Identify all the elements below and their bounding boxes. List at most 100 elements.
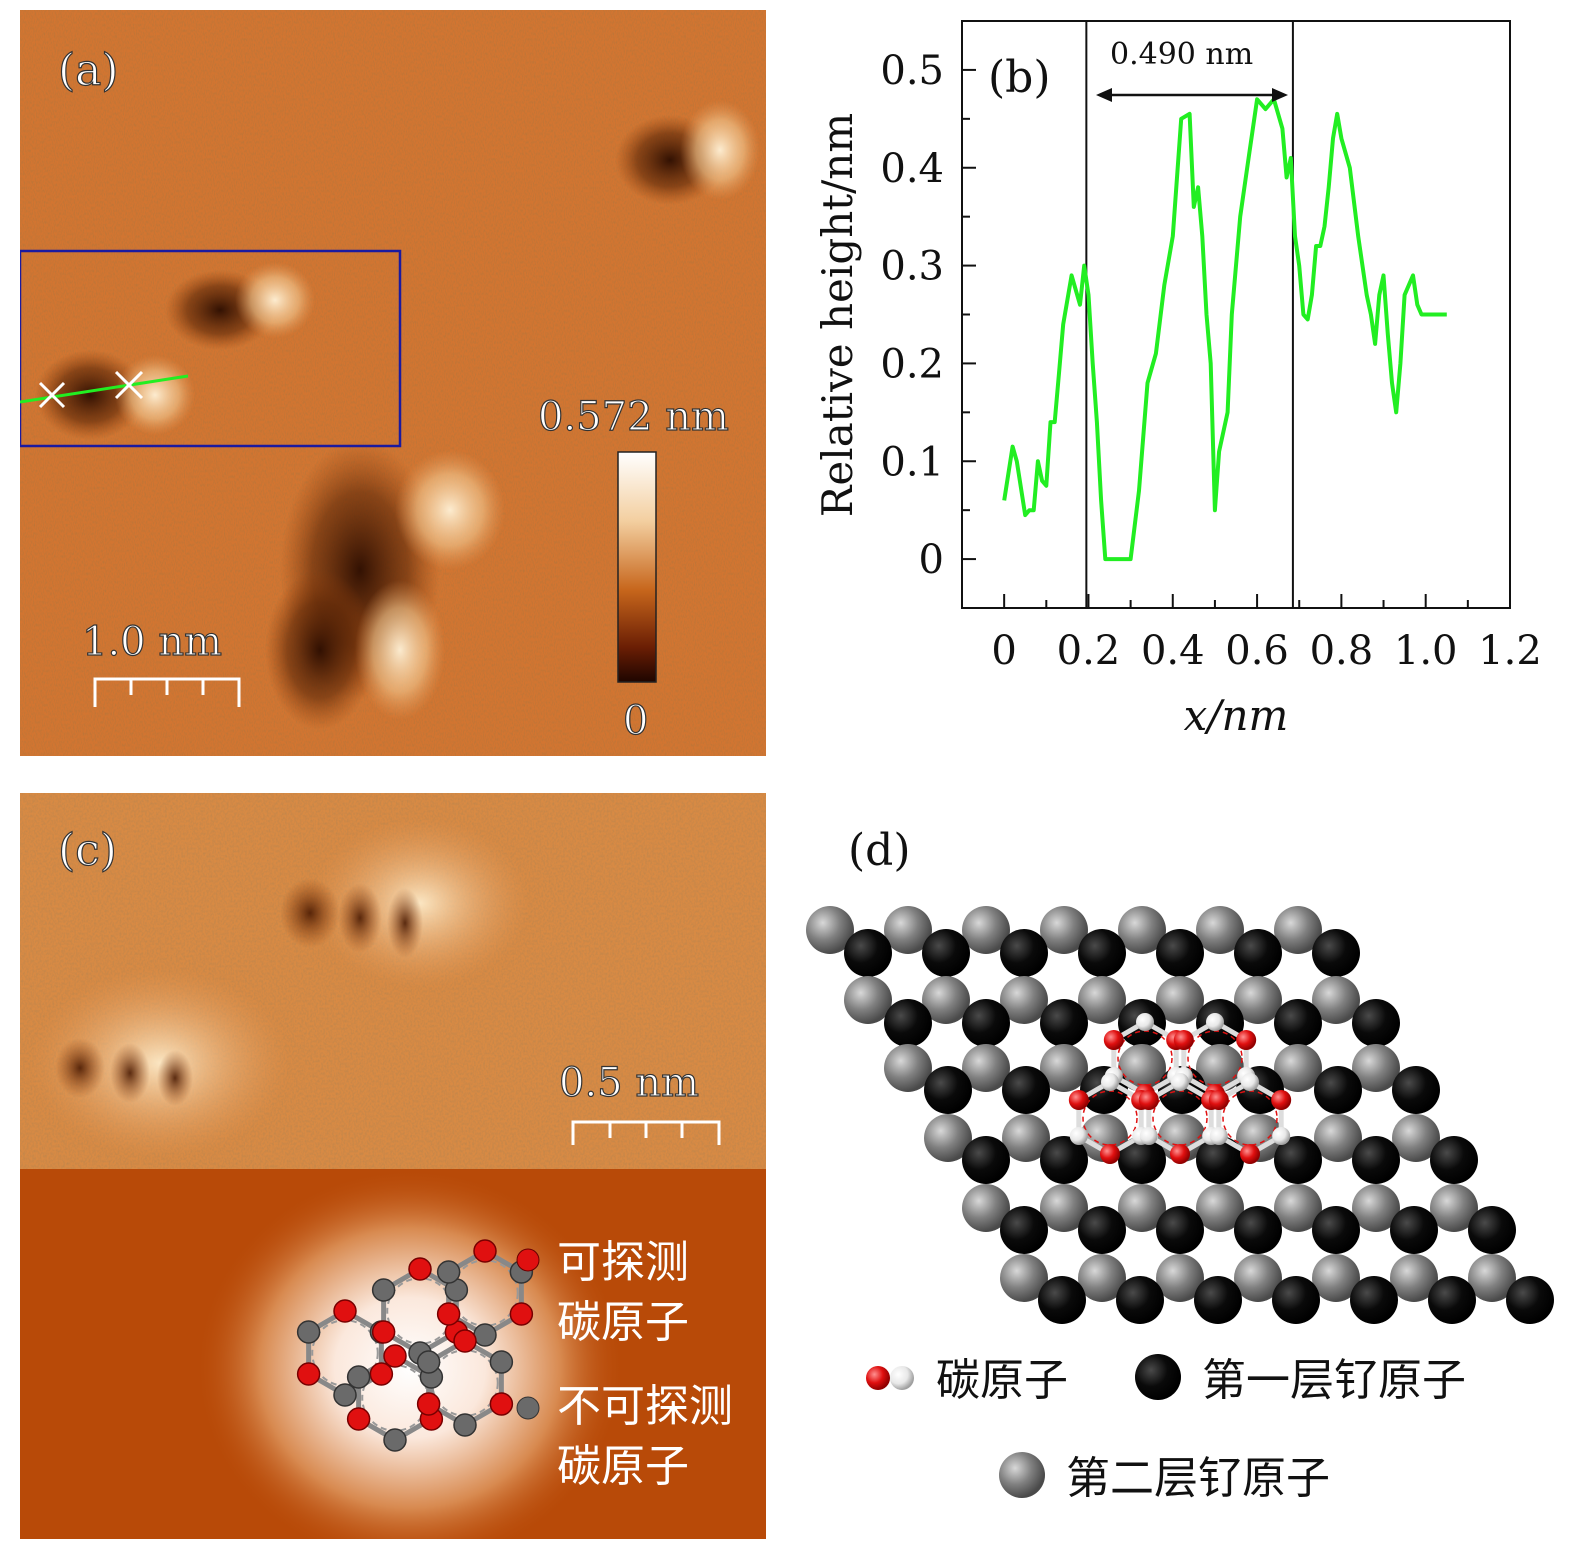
carbon-atom-white (1101, 1073, 1119, 1091)
detectable-carbon-atom (296, 1362, 321, 1386)
carbon-atom-white (1171, 1073, 1189, 1091)
profile-series-line (1002, 97, 1447, 562)
carbon-atom-red (1236, 1030, 1257, 1050)
ru-second-layer-atom (806, 906, 854, 954)
carbon-atom-red (1170, 1144, 1190, 1164)
detectable-carbon-atom (416, 1392, 441, 1416)
ru-first-layer-atom (1430, 1136, 1478, 1184)
ru-first-layer-atom (1040, 999, 1088, 1047)
x-tick-label: 0.8 (1310, 628, 1374, 674)
x-tick-label: 0 (991, 628, 1016, 674)
y-tick-label: 0.5 (880, 48, 944, 94)
ru-second-layer-atom (1000, 1254, 1048, 1302)
ru-first-layer-atom (1156, 929, 1204, 977)
undetectable-carbon-atom (296, 1320, 321, 1344)
ru-first-layer-atom (1194, 1276, 1242, 1324)
x-tick-label: 0.4 (1141, 628, 1205, 674)
legend-carbon-red-atom (866, 1366, 890, 1390)
y-tick-label: 0.4 (880, 146, 944, 192)
ru-first-layer-atom (1000, 1206, 1048, 1254)
ru-first-layer-atom (1078, 1206, 1126, 1254)
ru-first-layer-atom (1002, 1066, 1050, 1114)
ru-second-layer-atom (1468, 1254, 1516, 1302)
undetectable-carbon-atom (416, 1350, 441, 1374)
distance-annotation: 0.490 nm (1110, 37, 1253, 72)
carbon-atom-red (1240, 1144, 1260, 1164)
ru-first-layer-atom (1274, 1136, 1322, 1184)
ru-first-layer-atom (1272, 1276, 1320, 1324)
undetectable-carbon-atom (371, 1278, 396, 1302)
ru-first-layer-atom (962, 1136, 1010, 1184)
detectable-carbon-atom (346, 1407, 371, 1431)
ru-first-layer-atom (924, 1066, 972, 1114)
detectable-carbon-atom (509, 1302, 534, 1326)
ru-second-layer-atom (1156, 976, 1204, 1024)
ru-second-layer-atom (844, 976, 892, 1024)
ru-first-layer-atom (1390, 1206, 1438, 1254)
ru-first-layer-atom (1196, 1136, 1244, 1184)
undetectable-carbon-atom (383, 1428, 407, 1452)
ru-first-layer-atom (1156, 1206, 1204, 1254)
ru-lattice-model: (d) 碳原子 第一层钌原子 第二层钌原子 (806, 825, 1554, 1504)
ru-first-layer-atom (1234, 1206, 1282, 1254)
x-axis-ticks: 0 0.2 0.4 0.6 0.8 1.0 1.2 (991, 594, 1542, 674)
ru-second-layer-atom (1196, 906, 1244, 954)
ru-second-layer-atom (1274, 1044, 1322, 1092)
ru-second-layer-atom (962, 1184, 1010, 1232)
panel-c-label: (c) (58, 825, 117, 876)
carbon-atom-white (1136, 1013, 1154, 1031)
legend-carbon-white-atom (890, 1366, 914, 1390)
detectable-carbon-atom (369, 1362, 394, 1386)
undetectable-carbon-atom (489, 1350, 514, 1374)
carbon-atom-red (1068, 1090, 1089, 1110)
colorbar-max-label: 0.572 nm (538, 394, 729, 440)
ru-first-layer-atom (1468, 1206, 1516, 1254)
ru-second-layer-atom (1352, 1044, 1400, 1092)
y-axis-ticks: 0 0.1 0.2 0.3 0.4 0.5 (880, 48, 976, 583)
ru-first-layer-atom (1312, 929, 1360, 977)
legend-carbon-label: 碳原子 (936, 1355, 1068, 1406)
undetectable-carbon-atom (333, 1383, 357, 1407)
ru-first-layer-atom (1350, 1276, 1398, 1324)
x-tick-label: 1.0 (1394, 628, 1458, 674)
molecule-center (265, 440, 505, 730)
undetectable-carbon-atom (453, 1413, 477, 1437)
ru-second-layer-atom (1118, 906, 1166, 954)
ru-first-layer-atom (1312, 1206, 1360, 1254)
carbon-atom-white (1139, 1127, 1158, 1145)
undetectable-carbon-atom (473, 1323, 497, 1347)
legend-ru2-label: 第二层钌原子 (1066, 1453, 1330, 1504)
legend-undetectable-line2: 碳原子 (557, 1441, 689, 1492)
distance-arrow (1096, 88, 1288, 102)
colorbar-min-label: 0 (623, 698, 648, 744)
ru-second-layer-atom (1274, 906, 1322, 954)
panel-c-stm-image: 0.5 nm (c) 可探测 碳原子 不可探测 碳原子 (20, 793, 766, 1557)
panel-a: (a) 0.572 nm 0 1.0 nm (18, 10, 766, 756)
ru-first-layer-atom (1040, 1136, 1088, 1184)
ru-second-layer-atom (1352, 1184, 1400, 1232)
scalebar-c-label: 0.5 nm (559, 1060, 699, 1106)
y-tick-label: 0.1 (880, 439, 944, 485)
legend-detectable-atom (516, 1248, 540, 1272)
ru-first-layer-atom (1118, 1136, 1166, 1184)
ru-second-layer-atom (1040, 1184, 1088, 1232)
detectable-carbon-atom (436, 1302, 461, 1326)
ru-first-layer-atom (962, 999, 1010, 1047)
ru-second-layer-atom (1314, 1114, 1362, 1162)
carbon-atom-red (1138, 1090, 1159, 1110)
carbon-atom-red (1173, 1030, 1194, 1050)
ru-first-layer-atom (1314, 1066, 1362, 1114)
ru-second-layer-atom (1390, 1254, 1438, 1302)
undetectable-carbon-atom (346, 1365, 371, 1389)
x-tick-label: 1.2 (1478, 628, 1542, 674)
x-tick-label: 0.2 (1057, 628, 1121, 674)
ru-second-layer-atom (884, 1044, 932, 1092)
x-axis-label: x/nm (1184, 691, 1289, 740)
scalebar-a (93, 677, 241, 707)
carbon-overlay-molecule (1068, 1013, 1292, 1164)
ru-second-layer-atom (1040, 906, 1088, 954)
ru-first-layer-atom (1038, 1276, 1086, 1324)
detectable-carbon-atom (333, 1299, 357, 1323)
height-profile-chart: 0 0.1 0.2 0.3 0.4 0.5 0 0.2 0.4 0.6 0.8 1.0 1.2 0.4… (813, 20, 1542, 740)
carbon-atom-red (1100, 1144, 1120, 1164)
